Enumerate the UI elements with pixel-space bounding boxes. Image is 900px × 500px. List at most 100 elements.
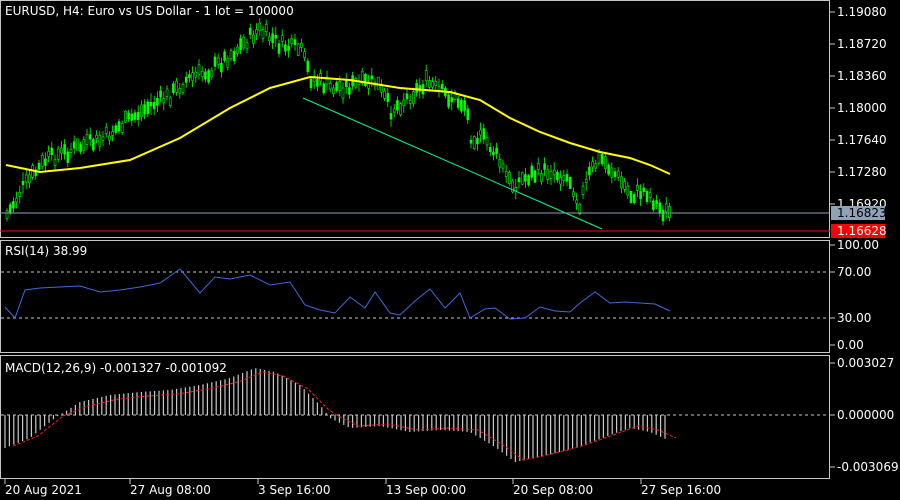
candle [274, 34, 278, 39]
candle [53, 159, 57, 167]
candle [466, 108, 470, 121]
candle [232, 50, 236, 62]
rsi-line [4, 268, 671, 320]
candle [37, 162, 41, 170]
candle [664, 203, 668, 212]
candle [562, 175, 566, 182]
candle [114, 125, 118, 133]
candle [108, 135, 111, 141]
macd-pane-border [0, 355, 830, 479]
candle [271, 33, 274, 44]
candle [360, 70, 364, 84]
candle [213, 56, 217, 67]
candle [296, 43, 300, 56]
candle [152, 102, 156, 110]
candle [8, 204, 12, 213]
candle [236, 46, 239, 54]
rsi-tick: 30.00 [837, 311, 871, 325]
candle [370, 75, 374, 80]
candle [34, 169, 38, 177]
candle [50, 147, 54, 155]
bid-price-label: 1.16823 [831, 206, 887, 220]
candle [341, 87, 345, 99]
candle [472, 136, 476, 150]
candle [252, 34, 255, 44]
candle [597, 151, 601, 164]
candle [543, 163, 546, 170]
candle [98, 135, 102, 147]
candle [284, 44, 287, 52]
candle [268, 36, 271, 41]
candle [76, 138, 79, 151]
candle [200, 71, 204, 78]
price-tick: 1.19080 [837, 5, 887, 19]
candle [56, 148, 60, 160]
candle [47, 151, 50, 157]
ask-price-label: 1.16628 [831, 224, 887, 238]
candle [21, 181, 25, 186]
candle [437, 85, 441, 91]
candle [588, 166, 591, 176]
candle [18, 192, 22, 198]
rsi-tick: 0.00 [837, 338, 864, 352]
macd-axis: 0.003027 0.000000 -0.003069 [830, 356, 899, 474]
rsi-axis: 100.00 70.00 30.00 0.00 [830, 238, 879, 352]
candle [82, 139, 86, 151]
candle [69, 148, 73, 153]
trend-line[interactable] [302, 97, 603, 230]
candle [124, 110, 127, 123]
candle [60, 147, 63, 154]
candle [348, 87, 351, 95]
candle [24, 174, 28, 183]
price-axis: 1.19080 1.18720 1.18360 1.18000 1.17640 … [830, 5, 887, 211]
candle [146, 101, 150, 115]
candle [175, 80, 178, 93]
candle [460, 100, 463, 112]
candle [229, 50, 233, 60]
candle [396, 100, 399, 111]
candle [517, 177, 521, 183]
candle [66, 151, 70, 163]
rsi-tick: 70.00 [837, 265, 871, 279]
candle [264, 23, 268, 32]
candle [402, 99, 406, 106]
candle [376, 76, 380, 90]
candle [632, 194, 636, 204]
candle [565, 174, 569, 182]
candle [415, 83, 418, 93]
macd-tick: 0.003027 [837, 356, 894, 370]
candle [242, 36, 246, 49]
time-tick: 20 Sep 08:00 [513, 483, 593, 497]
candle [440, 84, 444, 90]
candle [248, 27, 252, 35]
candle [133, 112, 137, 120]
candle [328, 83, 332, 90]
candle [492, 151, 495, 156]
candle [524, 174, 527, 182]
candle [498, 159, 502, 168]
candle [255, 29, 258, 35]
candle [428, 80, 431, 88]
candle [172, 83, 175, 93]
candle [578, 203, 582, 215]
candle [540, 173, 543, 182]
candle [354, 78, 358, 88]
candle [72, 141, 76, 149]
candle [648, 192, 652, 198]
candle [556, 171, 559, 181]
price-tick: 1.17640 [837, 133, 887, 147]
candle [431, 81, 434, 88]
candle [191, 72, 194, 82]
candle [344, 79, 348, 87]
candle [655, 200, 658, 204]
candle [338, 81, 342, 91]
time-tick: 3 Sep 16:00 [258, 483, 330, 497]
candle [204, 71, 207, 80]
candle [469, 139, 473, 144]
candle [495, 147, 498, 155]
candle [140, 104, 143, 117]
macd-tick: -0.003069 [837, 460, 899, 474]
candle [130, 113, 134, 121]
candle [207, 70, 210, 83]
